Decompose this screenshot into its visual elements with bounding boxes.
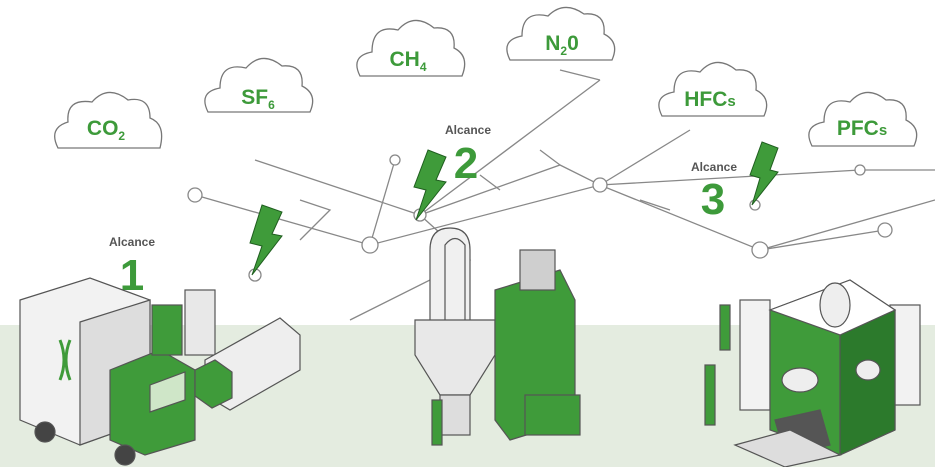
- data-center: [704, 279, 921, 467]
- network: [187, 69, 935, 321]
- cloud: CO2: [54, 91, 163, 149]
- gas-label: SF6: [241, 86, 275, 112]
- gas-text: 0: [567, 32, 579, 55]
- cloud: HFCs: [658, 61, 768, 117]
- cloud: SF6: [204, 57, 314, 113]
- gas-sub: 2: [560, 44, 567, 58]
- gas-label: PFCs: [837, 117, 887, 140]
- scope-label: Alcance: [109, 235, 155, 249]
- bulb-plant: [414, 227, 581, 446]
- gas-text: CO: [87, 117, 119, 140]
- gas-label: CO2: [87, 117, 126, 143]
- cloud: N20: [506, 6, 616, 61]
- gas-sub: 6: [268, 98, 275, 112]
- scope-label: Alcance: [691, 160, 737, 174]
- gas-label: HFCs: [684, 88, 736, 111]
- gas-sub: 2: [118, 129, 125, 143]
- tanks: [151, 289, 301, 411]
- gas-text: N: [545, 32, 560, 55]
- gas-text: PFC: [837, 117, 879, 140]
- gas-label: N20: [545, 32, 579, 58]
- scope-number: 3: [701, 175, 725, 224]
- cloud: CH4: [356, 19, 466, 77]
- cloud: PFCs: [808, 91, 918, 147]
- truck: [19, 277, 196, 466]
- scopes: Alcance 1 Alcance 2 Alcance 3: [109, 123, 737, 300]
- gas-text: HFC: [684, 88, 727, 111]
- clouds: CO2 SF6 CH4 N20 HFCs PFCs: [54, 6, 918, 149]
- gas-text: CH: [389, 48, 419, 71]
- gas-sub: s: [727, 93, 735, 110]
- gas-sub: s: [879, 122, 887, 139]
- gas-sub: 4: [420, 60, 427, 74]
- gas-label: CH4: [389, 48, 426, 74]
- bolts: [249, 141, 779, 276]
- scope-number: 2: [454, 139, 478, 188]
- gas-text: SF: [241, 86, 268, 109]
- scope-label: Alcance: [445, 123, 491, 137]
